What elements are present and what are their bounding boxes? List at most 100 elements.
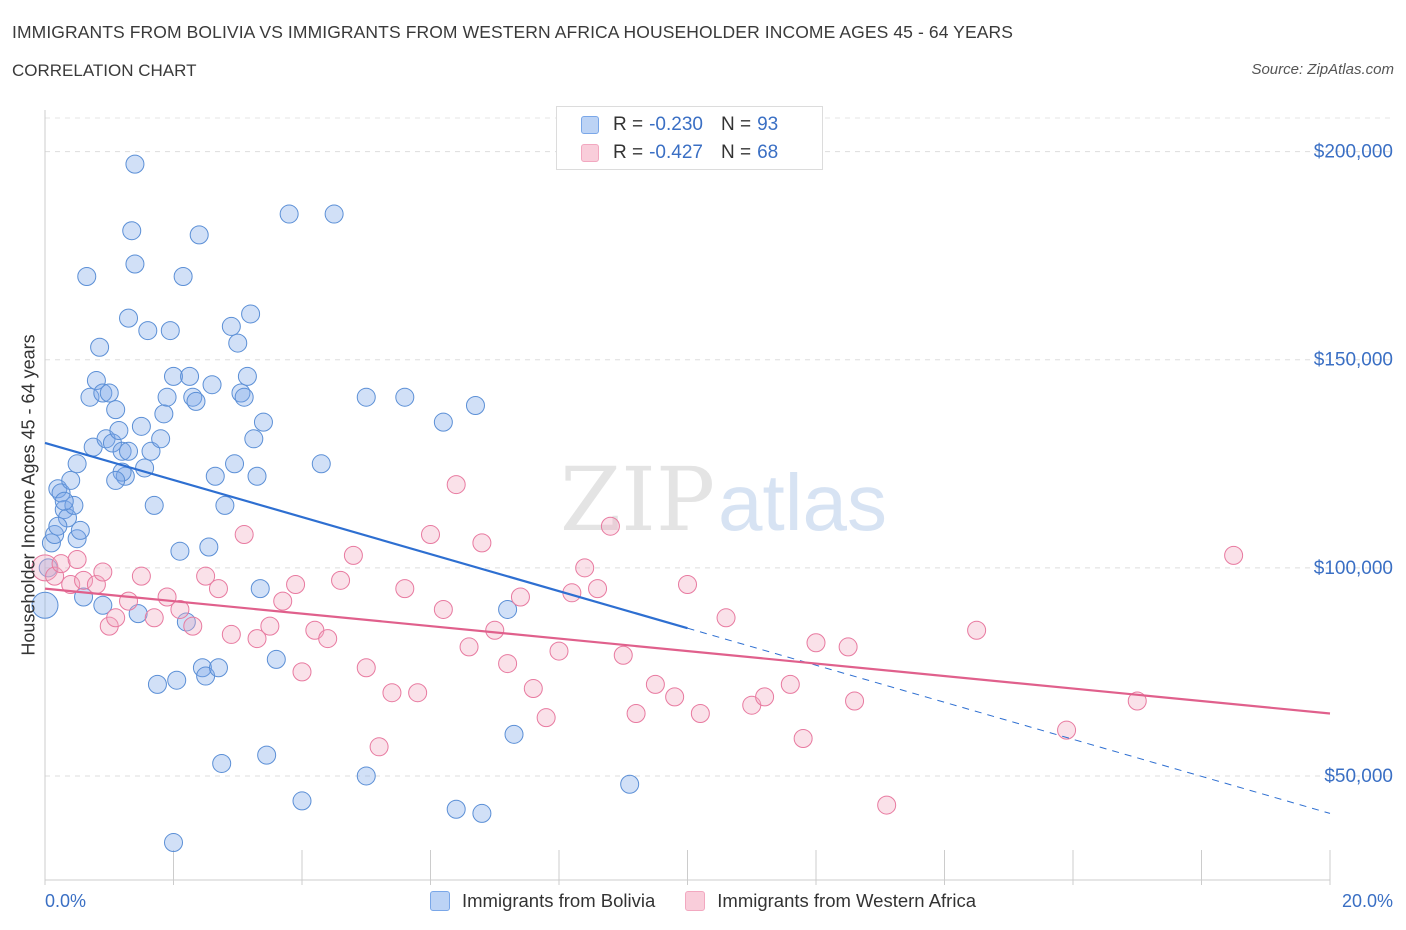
data-point [1127, 691, 1147, 711]
data-point [446, 475, 466, 495]
data-point [93, 383, 113, 403]
legend-item-bolivia[interactable]: Immigrants from Bolivia [430, 890, 655, 912]
data-point [147, 674, 167, 694]
trend-line-western-africa [44, 587, 1331, 715]
data-point [215, 495, 235, 515]
data-point [106, 608, 126, 628]
data-point [678, 574, 697, 594]
r-value: -0.230 [649, 114, 703, 135]
data-point [498, 654, 518, 674]
data-point [144, 608, 164, 628]
data-point [119, 591, 139, 611]
data-point [67, 550, 87, 570]
data-point [356, 387, 376, 407]
data-point [690, 704, 710, 724]
data-point [343, 545, 363, 565]
data-point [234, 525, 254, 545]
data-point [311, 454, 331, 474]
data-point [967, 620, 987, 640]
data-point [70, 520, 90, 540]
data-point [234, 387, 254, 407]
data-point [247, 466, 267, 486]
grid [45, 117, 1395, 777]
data-point [241, 304, 261, 324]
data-point [510, 587, 530, 607]
data-point [324, 204, 344, 224]
data-point [102, 433, 122, 453]
data-point [99, 383, 119, 403]
data-point [433, 599, 453, 619]
data-point [221, 316, 241, 336]
data-point [266, 649, 286, 669]
data-point [170, 541, 190, 561]
data-point [112, 441, 132, 461]
source-label: Source: ZipAtlas.com [1251, 61, 1394, 78]
legend-item-western-africa[interactable]: Immigrants from Western Africa [685, 890, 976, 912]
data-point [154, 404, 174, 424]
data-point [286, 574, 306, 594]
data-point [716, 608, 736, 628]
data-point [421, 525, 440, 545]
data-point [877, 795, 897, 815]
data-point [247, 629, 267, 649]
legend-label-bolivia: Immigrants from Bolivia [462, 890, 656, 911]
data-point [408, 683, 428, 703]
trend-lines [44, 441, 1331, 814]
data-point [395, 387, 415, 407]
data-point [549, 641, 569, 661]
data-point [106, 470, 126, 490]
data-point [382, 683, 402, 703]
watermark-zip: ZIP [560, 448, 715, 551]
legend-swatch-bolivia [430, 891, 450, 911]
y-tick-label: $150,000 [1314, 350, 1393, 371]
data-point [205, 466, 225, 486]
data-point [90, 337, 110, 357]
data-point [164, 833, 183, 853]
data-point [536, 708, 556, 728]
data-point [183, 616, 203, 636]
data-point [498, 599, 518, 619]
chart-subtitle: CORRELATION CHART [12, 61, 197, 80]
data-point [202, 375, 222, 395]
data-point [170, 599, 190, 619]
data-point [755, 687, 775, 707]
data-point [446, 799, 466, 819]
data-point [199, 537, 219, 557]
data-point [257, 745, 277, 765]
data-point [838, 637, 858, 657]
swatch-western-africa [581, 144, 599, 162]
data-point [212, 753, 232, 773]
data-point [575, 558, 595, 578]
data-point [253, 412, 273, 432]
data-point [225, 454, 245, 474]
data-point [189, 225, 209, 245]
stats-row-bolivia: R = -0.230 N = 93 [581, 113, 778, 137]
data-point [273, 591, 293, 611]
watermark-atlas: atlas [718, 458, 887, 547]
data-point [119, 308, 139, 328]
y-tick-label: $100,000 [1314, 558, 1393, 579]
data-point [588, 579, 608, 599]
stats-row-western-africa: R = -0.427 N = 68 [581, 141, 778, 165]
data-point [173, 266, 193, 286]
data-point [244, 429, 264, 449]
data-point [208, 658, 228, 678]
data-point [196, 566, 216, 586]
data-point [356, 658, 376, 678]
data-point [144, 495, 164, 515]
data-point [465, 396, 485, 416]
data-point [125, 254, 145, 274]
data-point [472, 533, 492, 553]
data-point [237, 366, 257, 386]
n-label: N = [720, 142, 752, 163]
data-point [45, 566, 65, 586]
data-point [369, 737, 389, 757]
data-point [665, 687, 685, 707]
data-point [472, 803, 492, 823]
data-point [523, 679, 543, 699]
data-point [395, 579, 415, 599]
data-point [485, 620, 505, 640]
n-label: N = [720, 114, 752, 135]
data-point [64, 495, 84, 515]
